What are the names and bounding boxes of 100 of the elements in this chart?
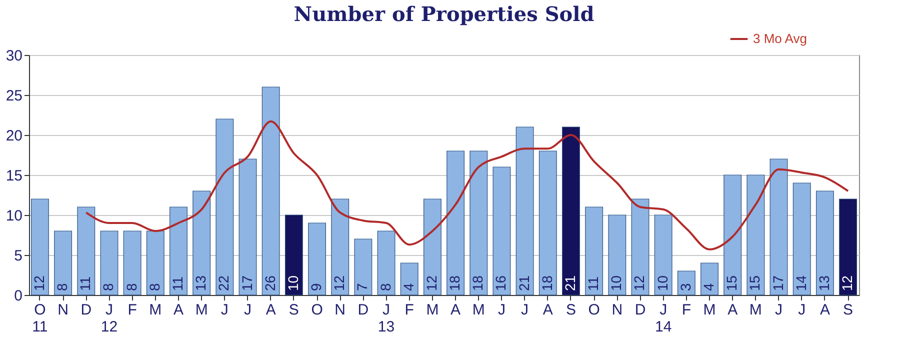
bar <box>516 126 534 296</box>
y-tick-label: 20 <box>6 128 22 144</box>
data-label: 8 <box>123 283 140 291</box>
x-tick-label: J <box>220 302 228 318</box>
x-tick-label: J <box>775 302 783 318</box>
data-label: 7 <box>354 283 370 291</box>
data-label: 17 <box>238 275 255 291</box>
x-tick-label: A <box>266 302 276 318</box>
line-series <box>85 120 850 250</box>
chart-title: Number of Properties Sold <box>294 2 594 26</box>
data-label: 4 <box>400 283 416 291</box>
data-label: 14 <box>792 275 809 291</box>
data-label: 16 <box>492 275 509 291</box>
bar <box>354 238 372 296</box>
data-label: 8 <box>54 283 70 291</box>
x-tick-label: D <box>634 302 646 318</box>
data-label: 8 <box>146 283 162 291</box>
bar <box>770 158 788 296</box>
bar <box>123 230 142 296</box>
bar <box>284 214 303 296</box>
x-tick-label: F <box>682 302 692 318</box>
x-tick-label: J 12 <box>100 302 118 336</box>
x-tick-label: J <box>244 302 252 318</box>
y-tick-label: 30 <box>6 48 22 64</box>
bar <box>308 222 326 296</box>
bar <box>839 198 857 296</box>
x-tick-label: D <box>358 302 369 318</box>
x-tick-label: F <box>128 302 137 318</box>
bar <box>446 150 464 296</box>
bar <box>724 174 742 296</box>
bar <box>170 206 188 296</box>
bar <box>400 262 418 296</box>
x-tick-label: A <box>820 302 830 318</box>
data-label: 11 <box>77 276 94 291</box>
bar <box>677 270 696 296</box>
data-label: 26 <box>262 275 278 291</box>
data-label: 10 <box>608 275 624 291</box>
bar <box>816 190 834 296</box>
data-label: 10 <box>654 275 670 291</box>
bar <box>100 230 118 296</box>
data-label: 12 <box>331 275 348 291</box>
bar <box>424 198 442 296</box>
data-label: 10 <box>284 275 301 291</box>
y-tick-label: 15 <box>6 168 22 184</box>
data-label: 12 <box>839 275 856 291</box>
data-label: 21 <box>562 275 578 291</box>
data-label: 11 <box>169 276 186 291</box>
x-tick-label: S <box>566 302 576 318</box>
x-tick-label: N <box>612 302 623 318</box>
x-tick-label: O <box>311 302 323 318</box>
data-label: 18 <box>446 275 463 291</box>
x-tick-label: J <box>521 302 529 318</box>
bar <box>492 166 511 296</box>
y-tick-label: 5 <box>14 248 22 264</box>
bar <box>585 206 604 296</box>
bar <box>538 150 557 296</box>
bar <box>262 86 280 296</box>
x-tick-label: M <box>472 302 485 318</box>
data-label: 8 <box>377 283 394 291</box>
x-tick-label: S <box>843 302 854 318</box>
x-tick-label: J 14 <box>654 302 672 336</box>
bar <box>146 230 164 296</box>
data-label: 8 <box>100 283 116 291</box>
x-tick-label: A <box>450 302 461 318</box>
x-tick-label: M <box>195 302 208 318</box>
x-tick-label: O <box>588 302 600 318</box>
data-label: 9 <box>308 283 324 291</box>
data-label: 4 <box>700 283 717 291</box>
x-tick-label: J <box>798 302 806 318</box>
bar <box>562 126 580 296</box>
bar <box>608 214 626 296</box>
x-tick-label: A <box>173 302 184 318</box>
bar <box>470 150 488 296</box>
bar <box>331 198 350 296</box>
bar <box>377 230 396 296</box>
bar <box>216 118 234 296</box>
bar <box>700 262 718 296</box>
bar <box>654 214 672 296</box>
x-tick-label: D <box>80 302 92 318</box>
data-label: 17 <box>770 275 786 291</box>
bar <box>631 198 650 296</box>
data-label: 18 <box>470 275 486 291</box>
data-label: 21 <box>516 275 532 291</box>
data-label: 13 <box>816 275 832 291</box>
data-label: 11 <box>585 276 602 291</box>
x-tick-label: J <box>498 302 506 318</box>
bar <box>77 206 96 296</box>
y-tick-label: 0 <box>14 288 22 304</box>
bar <box>238 158 257 296</box>
x-tick-label: M <box>749 302 762 318</box>
x-tick-label: S <box>288 302 299 318</box>
x-tick-label: F <box>404 302 414 318</box>
bar <box>31 198 49 296</box>
x-tick-label: O 11 <box>32 302 48 336</box>
y-tick-label: 10 <box>6 208 22 224</box>
x-tick-label: N <box>334 302 346 318</box>
data-label: 15 <box>724 275 740 291</box>
x-tick-label: J 13 <box>378 302 395 336</box>
bar <box>192 190 211 296</box>
y-tick-label: 25 <box>6 88 22 104</box>
